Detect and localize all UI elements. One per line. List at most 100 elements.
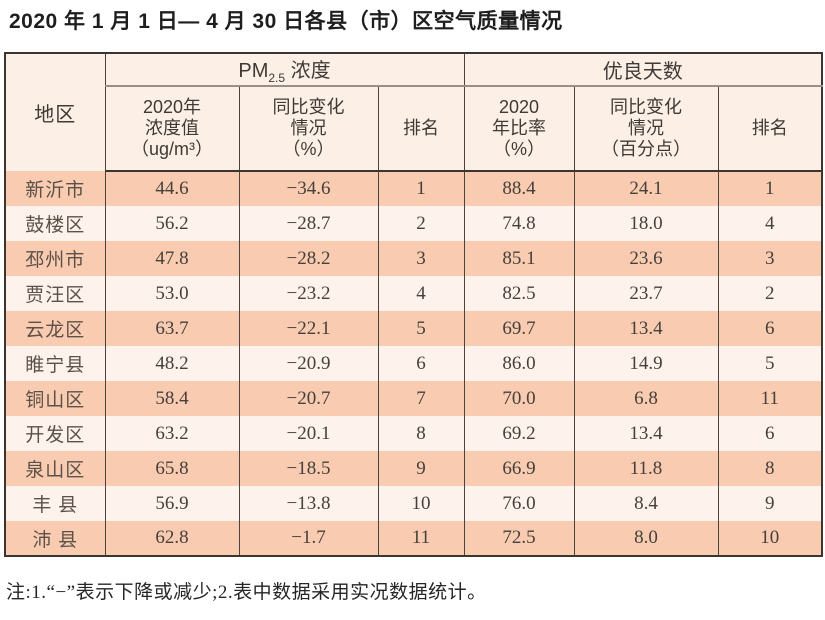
cell-days-change: 18.0 [573,206,719,242]
pm25-label-rest: 浓度 [285,60,331,83]
cell-days-change: 11.8 [573,451,719,487]
cell-days-rank: 8 [717,451,823,487]
cell-pm-change: −1.7 [238,521,379,557]
cell-pm-value: 53.0 [104,276,240,312]
cell-days-change: 23.6 [573,241,719,277]
cell-days-rank: 6 [717,311,823,347]
cell-pm-value: 65.8 [104,451,240,487]
cell-days-change: 23.7 [573,276,719,312]
cell-pm-value: 44.6 [104,171,240,207]
cell-region: 贾汪区 [4,276,106,312]
cell-pm-rank: 11 [377,521,465,557]
col-header-days-ratio: 2020 年比率 （%） [463,86,575,173]
cell-region: 鼓楼区 [4,206,106,242]
cell-days-change: 14.9 [573,346,719,382]
cell-pm-value: 63.2 [104,416,240,452]
cell-pm-change: −28.7 [238,206,379,242]
cell-pm-rank: 3 [377,241,465,277]
cell-pm-value: 58.4 [104,381,240,417]
cell-pm-change: −20.1 [238,416,379,452]
table-row: 丰 县 56.9 −13.8 10 76.0 8.4 9 [4,486,823,522]
cell-pm-change: −28.2 [238,241,379,277]
table-row: 睢宁县 48.2 −20.9 6 86.0 14.9 5 [4,346,823,382]
footnote: 注:1.“−”表示下降或减少;2.表中数据采用实况数据统计。 [6,582,487,604]
cell-pm-change: −20.9 [238,346,379,382]
col-header-region: 地区 [4,53,106,172]
cell-days-ratio: 69.2 [463,416,575,452]
cell-region: 泉山区 [4,451,106,487]
cell-days-rank: 1 [717,171,823,207]
cell-pm-rank: 5 [377,311,465,347]
cell-days-ratio: 82.5 [463,276,575,312]
cell-region: 沛 县 [4,521,106,557]
table-row: 泉山区 65.8 −18.5 9 66.9 11.8 8 [4,451,823,487]
table-body: 新沂市 44.6 −34.6 1 88.4 24.1 1 鼓楼区 56.2 −2… [4,171,823,557]
header-group-row: 地区 PM2.5 浓度 优良天数 [4,53,823,172]
cell-pm-rank: 8 [377,416,465,452]
cell-days-change: 8.0 [573,521,719,557]
pm25-label-subscript: 2.5 [268,71,286,86]
table-row: 贾汪区 53.0 −23.2 4 82.5 23.7 2 [4,276,823,312]
cell-pm-change: −23.2 [238,276,379,312]
cell-pm-value: 62.8 [104,521,240,557]
header-sub-row: 2020年 浓度值 （ug/m³） 同比变化 情况 （%） 排名 2020 年比… [5,86,823,173]
col-header-pm-value: 2020年 浓度值 （ug/m³） [104,86,240,173]
cell-pm-value: 48.2 [104,346,240,382]
col-group-good-days: 优良天数 [463,53,823,88]
col-group-pm25: PM2.5 浓度 [104,53,465,88]
col-header-days-change: 同比变化 情况 （百分点） [573,86,719,173]
cell-days-ratio: 72.5 [463,521,575,557]
cell-region: 睢宁县 [4,346,106,382]
cell-days-ratio: 66.9 [463,451,575,487]
table-row: 铜山区 58.4 −20.7 7 70.0 6.8 11 [4,381,823,417]
cell-pm-rank: 9 [377,451,465,487]
air-quality-table: 地区 PM2.5 浓度 优良天数 2020年 浓度值 （ug/m³） 同比变化 … [4,52,824,558]
cell-days-rank: 9 [717,486,823,522]
cell-days-ratio: 88.4 [463,171,575,207]
cell-days-change: 24.1 [573,171,719,207]
cell-region: 云龙区 [4,311,106,347]
cell-pm-change: −13.8 [238,486,379,522]
cell-days-ratio: 76.0 [463,486,575,522]
cell-days-rank: 3 [717,241,823,277]
cell-pm-rank: 1 [377,171,465,207]
pm25-label-base: PM [238,60,269,83]
col-header-days-rank: 排名 [717,86,823,173]
cell-pm-rank: 6 [377,346,465,382]
cell-region: 丰 县 [4,486,106,522]
table-header: 地区 PM2.5 浓度 优良天数 2020年 浓度值 （ug/m³） 同比变化 … [4,53,823,173]
col-header-pm-rank: 排名 [377,86,465,173]
page-title: 2020 年 1 月 1 日— 4 月 30 日各县（市）区空气质量情况 [9,10,563,33]
cell-region: 邳州市 [4,241,106,277]
cell-pm-rank: 7 [377,381,465,417]
cell-days-change: 8.4 [573,486,719,522]
cell-days-ratio: 86.0 [463,346,575,382]
cell-days-ratio: 85.1 [463,241,575,277]
cell-region: 开发区 [4,416,106,452]
cell-days-change: 13.4 [573,311,719,347]
cell-days-change: 6.8 [573,381,719,417]
cell-days-rank: 10 [717,521,823,557]
cell-days-change: 13.4 [573,416,719,452]
cell-pm-change: −22.1 [238,311,379,347]
table-row: 沛 县 62.8 −1.7 11 72.5 8.0 10 [4,521,823,557]
cell-pm-value: 56.2 [104,206,240,242]
table-row: 新沂市 44.6 −34.6 1 88.4 24.1 1 [4,171,823,207]
cell-pm-value: 56.9 [104,486,240,522]
cell-region: 铜山区 [4,381,106,417]
cell-days-rank: 6 [717,416,823,452]
cell-days-rank: 11 [717,381,823,417]
cell-days-rank: 2 [717,276,823,312]
cell-pm-rank: 2 [377,206,465,242]
cell-days-rank: 4 [717,206,823,242]
table-row: 邳州市 47.8 −28.2 3 85.1 23.6 3 [4,241,823,277]
cell-pm-value: 63.7 [104,311,240,347]
cell-pm-rank: 10 [377,486,465,522]
table-row: 开发区 63.2 −20.1 8 69.2 13.4 6 [4,416,823,452]
cell-pm-change: −34.6 [238,171,379,207]
col-header-pm-change: 同比变化 情况 （%） [238,86,379,173]
cell-pm-change: −20.7 [238,381,379,417]
table-row: 鼓楼区 56.2 −28.7 2 74.8 18.0 4 [4,206,823,242]
cell-days-ratio: 70.0 [463,381,575,417]
